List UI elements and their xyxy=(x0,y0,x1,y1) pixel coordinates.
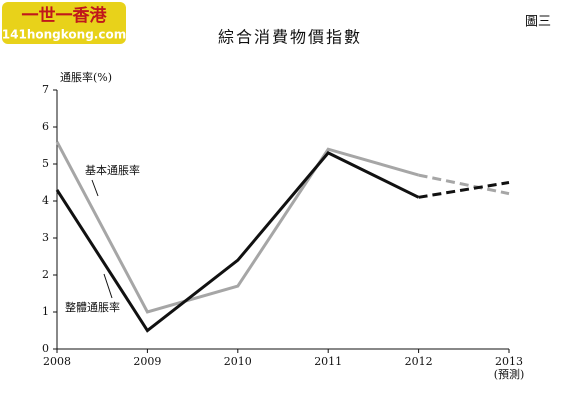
watermark-site: 141hongkong.com xyxy=(2,28,126,42)
y-tick-label: 6 xyxy=(42,120,49,133)
watermark-name: 一世一香港 xyxy=(22,5,108,26)
annotation-leader xyxy=(103,273,113,299)
y-tick-label: 0 xyxy=(42,342,49,355)
series-annotation: 整體通脹率 xyxy=(65,300,120,314)
y-axis-label: 通脹率(%) xyxy=(60,70,112,84)
y-tick-label: 3 xyxy=(42,231,49,244)
x-tick-label: 2012 xyxy=(405,355,433,368)
series-annotation: 基本通脹率 xyxy=(85,163,140,177)
y-tick-label: 1 xyxy=(42,305,49,318)
x-tick-label: 2008 xyxy=(43,355,71,368)
x-tick-label: 2013 xyxy=(495,355,523,368)
series-line xyxy=(55,151,420,333)
forecast-label: (預測) xyxy=(494,367,525,381)
x-tick-label: 2009 xyxy=(133,355,161,368)
y-tick-label: 4 xyxy=(42,194,49,207)
figure-label: 圖三 xyxy=(525,15,551,30)
forecast-line xyxy=(418,173,510,196)
y-tick-label: 7 xyxy=(42,83,49,96)
y-tick-label: 2 xyxy=(42,268,49,281)
annotation-leader xyxy=(91,179,99,197)
x-tick-label: 2011 xyxy=(314,355,342,368)
y-tick-label: 5 xyxy=(42,157,49,170)
watermark-badge xyxy=(2,2,126,44)
series-line xyxy=(55,141,420,314)
forecast-line xyxy=(418,181,510,199)
chart-title: 綜合消費物價指數 xyxy=(218,28,362,47)
x-tick-label: 2010 xyxy=(224,355,252,368)
